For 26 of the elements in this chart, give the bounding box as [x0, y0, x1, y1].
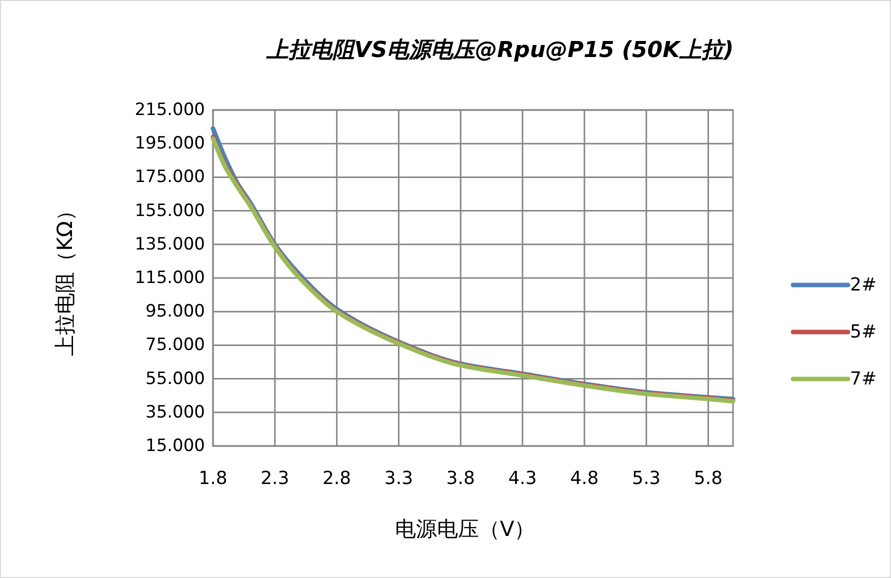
- y-tick-label: 135.000: [134, 234, 205, 254]
- y-tick-label: 35.000: [146, 402, 205, 422]
- y-axis-title: 上拉电阻（KΩ）: [53, 200, 77, 356]
- x-axis-title: 电源电压（V）: [394, 517, 536, 541]
- x-tick-label: 5.8: [694, 468, 723, 489]
- y-tick-label: 155.000: [134, 200, 205, 221]
- x-tick-label: 4.8: [570, 468, 599, 489]
- y-tick-label: 75.000: [146, 335, 205, 356]
- legend-label: 7#: [850, 368, 877, 390]
- legend-label: 5#: [850, 322, 877, 342]
- x-tick-label: 1.8: [198, 468, 228, 489]
- y-tick-label: 215.000: [134, 100, 205, 120]
- y-tick-label: 95.000: [146, 302, 205, 322]
- legend-label: 2#: [850, 274, 877, 296]
- x-tick-label: 2.3: [260, 468, 290, 489]
- y-tick-label: 195.000: [134, 134, 205, 154]
- x-tick-label: 3.8: [446, 468, 475, 489]
- chart-title: 上拉电阻VS电源电压@Rpu@P15 (50K上拉): [265, 38, 734, 63]
- y-tick-label: 55.000: [146, 368, 205, 389]
- x-tick-label: 3.3: [384, 468, 414, 489]
- x-tick-label: 5.3: [632, 468, 661, 489]
- y-tick-label: 15.000: [146, 436, 205, 456]
- y-tick-label: 175.000: [134, 167, 205, 188]
- x-tick-label: 4.3: [508, 468, 537, 489]
- y-tick-label: 115.000: [134, 268, 205, 288]
- x-tick-label: 2.8: [322, 468, 352, 489]
